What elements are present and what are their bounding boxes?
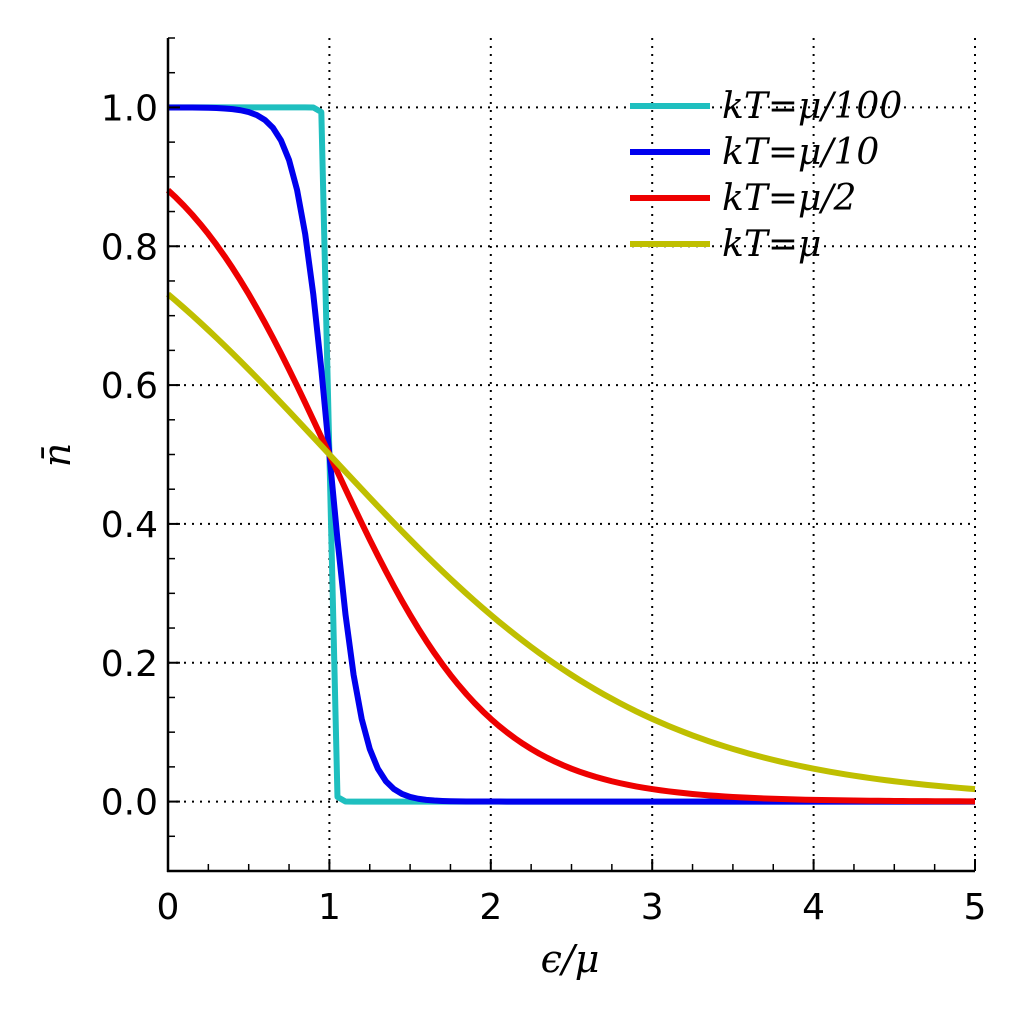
- y-axis-label: n̄: [35, 443, 79, 467]
- legend-label-3: kT=μ/2: [722, 178, 856, 219]
- x-tick-label: 2: [479, 887, 502, 928]
- x-tick-label: 0: [157, 887, 180, 928]
- y-tick-label: 0.2: [101, 644, 158, 685]
- y-tick-label: 0.0: [101, 783, 158, 824]
- x-tick-label: 1: [318, 887, 341, 928]
- y-tick-label: 0.6: [101, 366, 158, 407]
- legend-label-4: kT=μ: [722, 224, 821, 265]
- y-tick-label: 0.8: [101, 227, 158, 268]
- series-line-4: [166, 291, 976, 793]
- x-tick-label: 5: [964, 887, 987, 928]
- x-axis-label: ϵ/μ: [541, 937, 600, 981]
- legend-label-2: kT=μ/10: [722, 132, 879, 173]
- x-tick-label: 3: [641, 887, 664, 928]
- ticks: 0 1 2 3 4 5 0.0 0.2 0.4 0.6 0.8 1.0: [101, 37, 987, 928]
- series-line-3: [165, 187, 976, 805]
- y-tick-label: 0.4: [101, 505, 158, 546]
- series-layer: [165, 104, 976, 805]
- x-tick-label: 4: [802, 887, 825, 928]
- y-tick-label: 1.0: [101, 88, 158, 129]
- legend: kT=μ/100 kT=μ/10 kT=μ/2 kT=μ: [630, 86, 902, 265]
- legend-label-1: kT=μ/100: [722, 86, 902, 127]
